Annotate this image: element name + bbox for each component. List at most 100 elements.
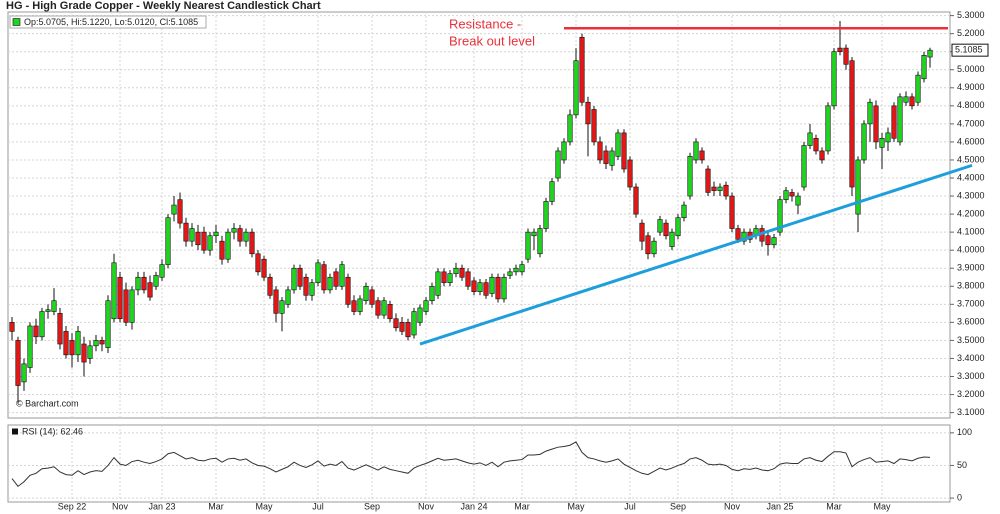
- candle-body: [315, 262, 321, 283]
- candle-body: [633, 186, 639, 215]
- candle-body: [843, 47, 849, 65]
- y-tick-label: 0: [957, 492, 962, 502]
- y-tick-label: 100: [957, 427, 972, 437]
- candle-body: [453, 267, 459, 274]
- candle-body: [483, 282, 489, 296]
- candle-body: [399, 322, 405, 332]
- y-tick-label: 5.0000: [957, 64, 985, 74]
- candle-body: [705, 168, 711, 193]
- candle-body: [93, 340, 99, 347]
- candle-body: [351, 300, 357, 312]
- candle-body: [369, 289, 375, 305]
- y-tick-label: 3.4000: [957, 353, 985, 363]
- candle-body: [225, 231, 231, 260]
- candle-body: [609, 150, 615, 166]
- y-tick-label: 4.6000: [957, 136, 985, 146]
- y-tick-label: 4.5000: [957, 154, 985, 164]
- candle-body: [387, 304, 393, 320]
- candle-body: [135, 276, 141, 291]
- candle-body: [339, 264, 345, 287]
- candle-body: [81, 343, 87, 363]
- candle-body: [675, 217, 681, 237]
- candle-body: [39, 311, 45, 338]
- candle-body: [21, 363, 27, 383]
- annotation: Break out level: [449, 33, 535, 48]
- candle-body: [111, 262, 117, 320]
- candle-body: [183, 222, 189, 242]
- x-tick-label: Jan 25: [766, 501, 793, 511]
- candle-body: [813, 138, 819, 152]
- x-tick-label: Sep 22: [58, 501, 87, 511]
- y-tick-label: 4.9000: [957, 82, 985, 92]
- x-tick-label: May: [255, 501, 273, 511]
- candle-body: [615, 132, 621, 157]
- y-tick-label: 3.3000: [957, 371, 985, 381]
- candle-body: [927, 49, 933, 58]
- candle-body: [321, 264, 327, 291]
- candle-body: [243, 231, 249, 242]
- candle-body: [195, 231, 201, 246]
- trend-line: [419, 163, 973, 346]
- legend-box: [9, 15, 207, 29]
- candle-body: [807, 132, 813, 146]
- candle-body: [687, 156, 693, 197]
- candle-body: [579, 36, 585, 103]
- candle-body: [903, 96, 909, 103]
- candle-body: [171, 204, 177, 215]
- candle-body: [51, 300, 57, 312]
- x-tick-label: Mar: [826, 501, 842, 511]
- x-tick-label: Jan 23: [148, 501, 175, 511]
- candle-body: [819, 150, 825, 161]
- candle-body: [465, 271, 471, 287]
- candle-body: [729, 195, 735, 229]
- candle-body: [597, 141, 603, 161]
- candle-body: [63, 331, 69, 356]
- candle-body: [627, 159, 633, 188]
- candle-body: [207, 235, 213, 251]
- candle-body: [825, 105, 831, 152]
- last-price-label: 5.1085: [955, 45, 983, 55]
- annotation: Resistance -: [449, 16, 521, 31]
- candle-body: [567, 114, 573, 143]
- y-tick-label: 4.4000: [957, 172, 985, 182]
- candle-body: [777, 199, 783, 233]
- candle-body: [741, 231, 747, 242]
- candle-body: [783, 190, 789, 200]
- candle-body: [15, 340, 21, 386]
- candle-body: [447, 273, 453, 283]
- candle-body: [69, 340, 75, 356]
- candle-body: [231, 228, 237, 233]
- candle-body: [441, 271, 447, 283]
- candle-body: [411, 311, 417, 336]
- y-tick-label: 3.7000: [957, 299, 985, 309]
- candle-body: [327, 276, 333, 291]
- candle-body: [693, 141, 699, 161]
- candle-body: [519, 264, 525, 273]
- y-tick-label: 3.2000: [957, 389, 985, 399]
- candle-body: [621, 132, 627, 170]
- candle-body: [639, 222, 645, 242]
- candle-body: [561, 141, 567, 161]
- candle-body: [303, 276, 309, 296]
- x-tick-label: Mar: [208, 501, 224, 511]
- candle-body: [885, 132, 891, 143]
- candle-body: [513, 267, 519, 273]
- candle-body: [921, 55, 927, 80]
- x-tick-label: Nov: [724, 501, 741, 511]
- candle-body: [555, 150, 561, 179]
- x-tick-label: Nov: [418, 501, 435, 511]
- candle-body: [87, 345, 93, 359]
- candle-body: [837, 47, 843, 52]
- candle-body: [357, 298, 363, 312]
- y-tick-label: 3.6000: [957, 317, 985, 327]
- candle-body: [375, 300, 381, 316]
- last-price-box: [951, 43, 989, 57]
- candle-body: [879, 138, 885, 148]
- candle-body: [663, 222, 669, 237]
- y-tick-label: 4.2000: [957, 208, 985, 218]
- candle-body: [657, 219, 663, 233]
- candle-body: [285, 289, 291, 305]
- candle-body: [711, 186, 717, 191]
- candle-body: [645, 235, 651, 255]
- candle-body: [549, 181, 555, 202]
